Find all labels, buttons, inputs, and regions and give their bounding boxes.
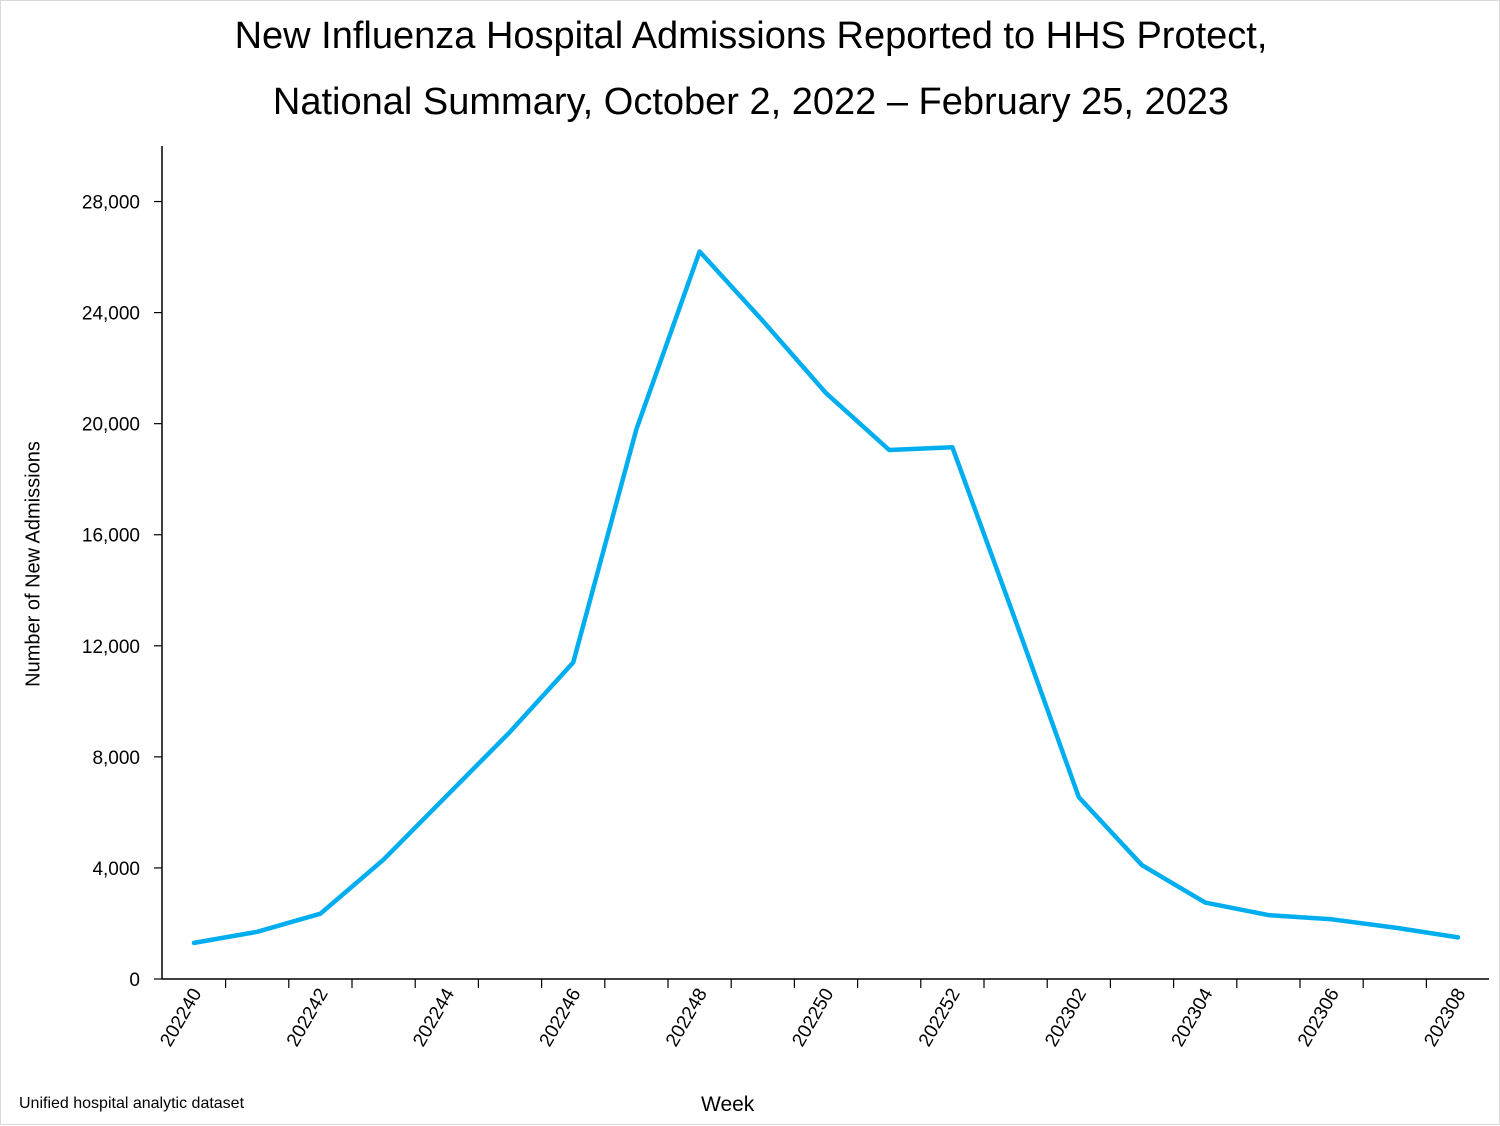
source-note: Unified hospital analytic dataset bbox=[19, 1095, 245, 1112]
x-tick-label: 202242 bbox=[283, 985, 333, 1050]
y-tick-label: 20,000 bbox=[82, 415, 140, 436]
series-group bbox=[191, 249, 1461, 946]
x-tick-label: 202252 bbox=[915, 985, 965, 1050]
x-tick-label: 202246 bbox=[536, 985, 586, 1050]
y-ticks: 0 4,000 8,000 12,000 16,000 20,000 24,000 28,00… bbox=[82, 193, 162, 991]
y-tick-label: 0 bbox=[129, 970, 140, 991]
y-tick-label: 4,000 bbox=[92, 859, 140, 880]
series-line bbox=[191, 249, 1461, 946]
x-tick-label: 202250 bbox=[788, 985, 838, 1050]
x-tick-label: 202308 bbox=[1420, 985, 1470, 1050]
x-tick-label: 202248 bbox=[662, 985, 712, 1050]
x-tick-label: 202302 bbox=[1041, 985, 1091, 1050]
y-tick-label: 16,000 bbox=[82, 526, 140, 547]
chart-title-line-2: National Summary, October 2, 2022 – Febr… bbox=[272, 81, 1230, 123]
y-axis-label: Number of New Admissions bbox=[22, 441, 45, 687]
x-tick-label: 202240 bbox=[156, 985, 206, 1050]
x-ticks: 202240 202242 202244 202246 202248 202250 2022… bbox=[156, 979, 1470, 1050]
y-tick-label: 8,000 bbox=[92, 748, 140, 769]
x-tick-label: 202304 bbox=[1168, 985, 1218, 1051]
x-tick-label: 202306 bbox=[1294, 985, 1344, 1050]
y-tick-label: 28,000 bbox=[82, 193, 140, 214]
chart-title-line-1: New Influenza Hospital Admissions Report… bbox=[234, 15, 1268, 57]
x-tick-label: 202244 bbox=[409, 985, 459, 1051]
x-axis-label: Week bbox=[701, 1093, 755, 1116]
y-tick-label: 12,000 bbox=[82, 637, 140, 658]
y-tick-label: 24,000 bbox=[82, 304, 140, 325]
